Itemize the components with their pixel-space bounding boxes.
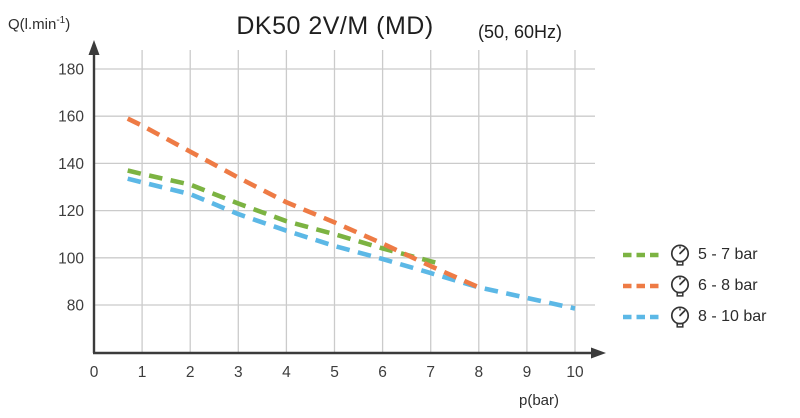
legend-dash-swatch [623,283,661,289]
series-line-6-8bar [126,116,480,290]
x-tick-label: 0 [90,364,99,381]
legend-item-5-7-bar: 5 - 7 bar [622,243,766,267]
x-tick-label: 4 [282,364,291,381]
x-axis-arrowhead [591,347,606,359]
x-tick-label: 8 [474,364,483,381]
legend-item-8-10-bar: 8 - 10 bar [622,305,766,329]
legend-item-6-8-bar: 6 - 8 bar [622,274,766,298]
y-tick-label: 160 [58,109,84,126]
legend-dash-swatch [623,252,661,258]
y-tick-label: 100 [58,250,84,267]
pressure-gauge-icon [670,275,690,297]
x-axis-label: p(bar) [519,392,560,409]
legend-label: 6 - 8 bar [698,277,758,294]
x-tick-label: 3 [234,364,243,381]
pressure-gauge-icon [670,244,690,266]
x-tick-label: 6 [378,364,387,381]
x-tick-label: 9 [523,364,532,381]
y-axis-label-sup: -1 [56,15,66,26]
x-tick-label: 2 [186,364,195,381]
y-tick-label: 180 [58,62,84,79]
chart-title: DK50 2V/M (MD) [236,12,434,40]
x-tick-label: 10 [566,364,584,381]
series-line-5-7bar [127,168,441,266]
legend-dash-swatch [623,314,661,320]
y-axis-label: Q(l.min-1) [8,15,70,33]
y-tick-label: 140 [58,156,84,173]
y-axis-label-close: ) [65,16,71,33]
y-axis-arrowhead [88,40,100,55]
legend-label: 5 - 7 bar [698,246,758,263]
series-line-8-10bar [127,176,576,311]
legend-label: 8 - 10 bar [698,308,767,325]
x-tick-label: 1 [138,364,147,381]
y-axis-label-base: Q(l.min [8,16,57,33]
chart-subtitle: (50, 60Hz) [478,22,563,42]
x-tick-label: 5 [330,364,339,381]
x-tick-label: 7 [426,364,435,381]
legend: 5 - 7 bar 6 - 8 bar [622,243,766,329]
y-tick-label: 120 [58,203,84,220]
pressure-gauge-icon [670,306,690,328]
y-tick-label: 80 [67,298,85,315]
